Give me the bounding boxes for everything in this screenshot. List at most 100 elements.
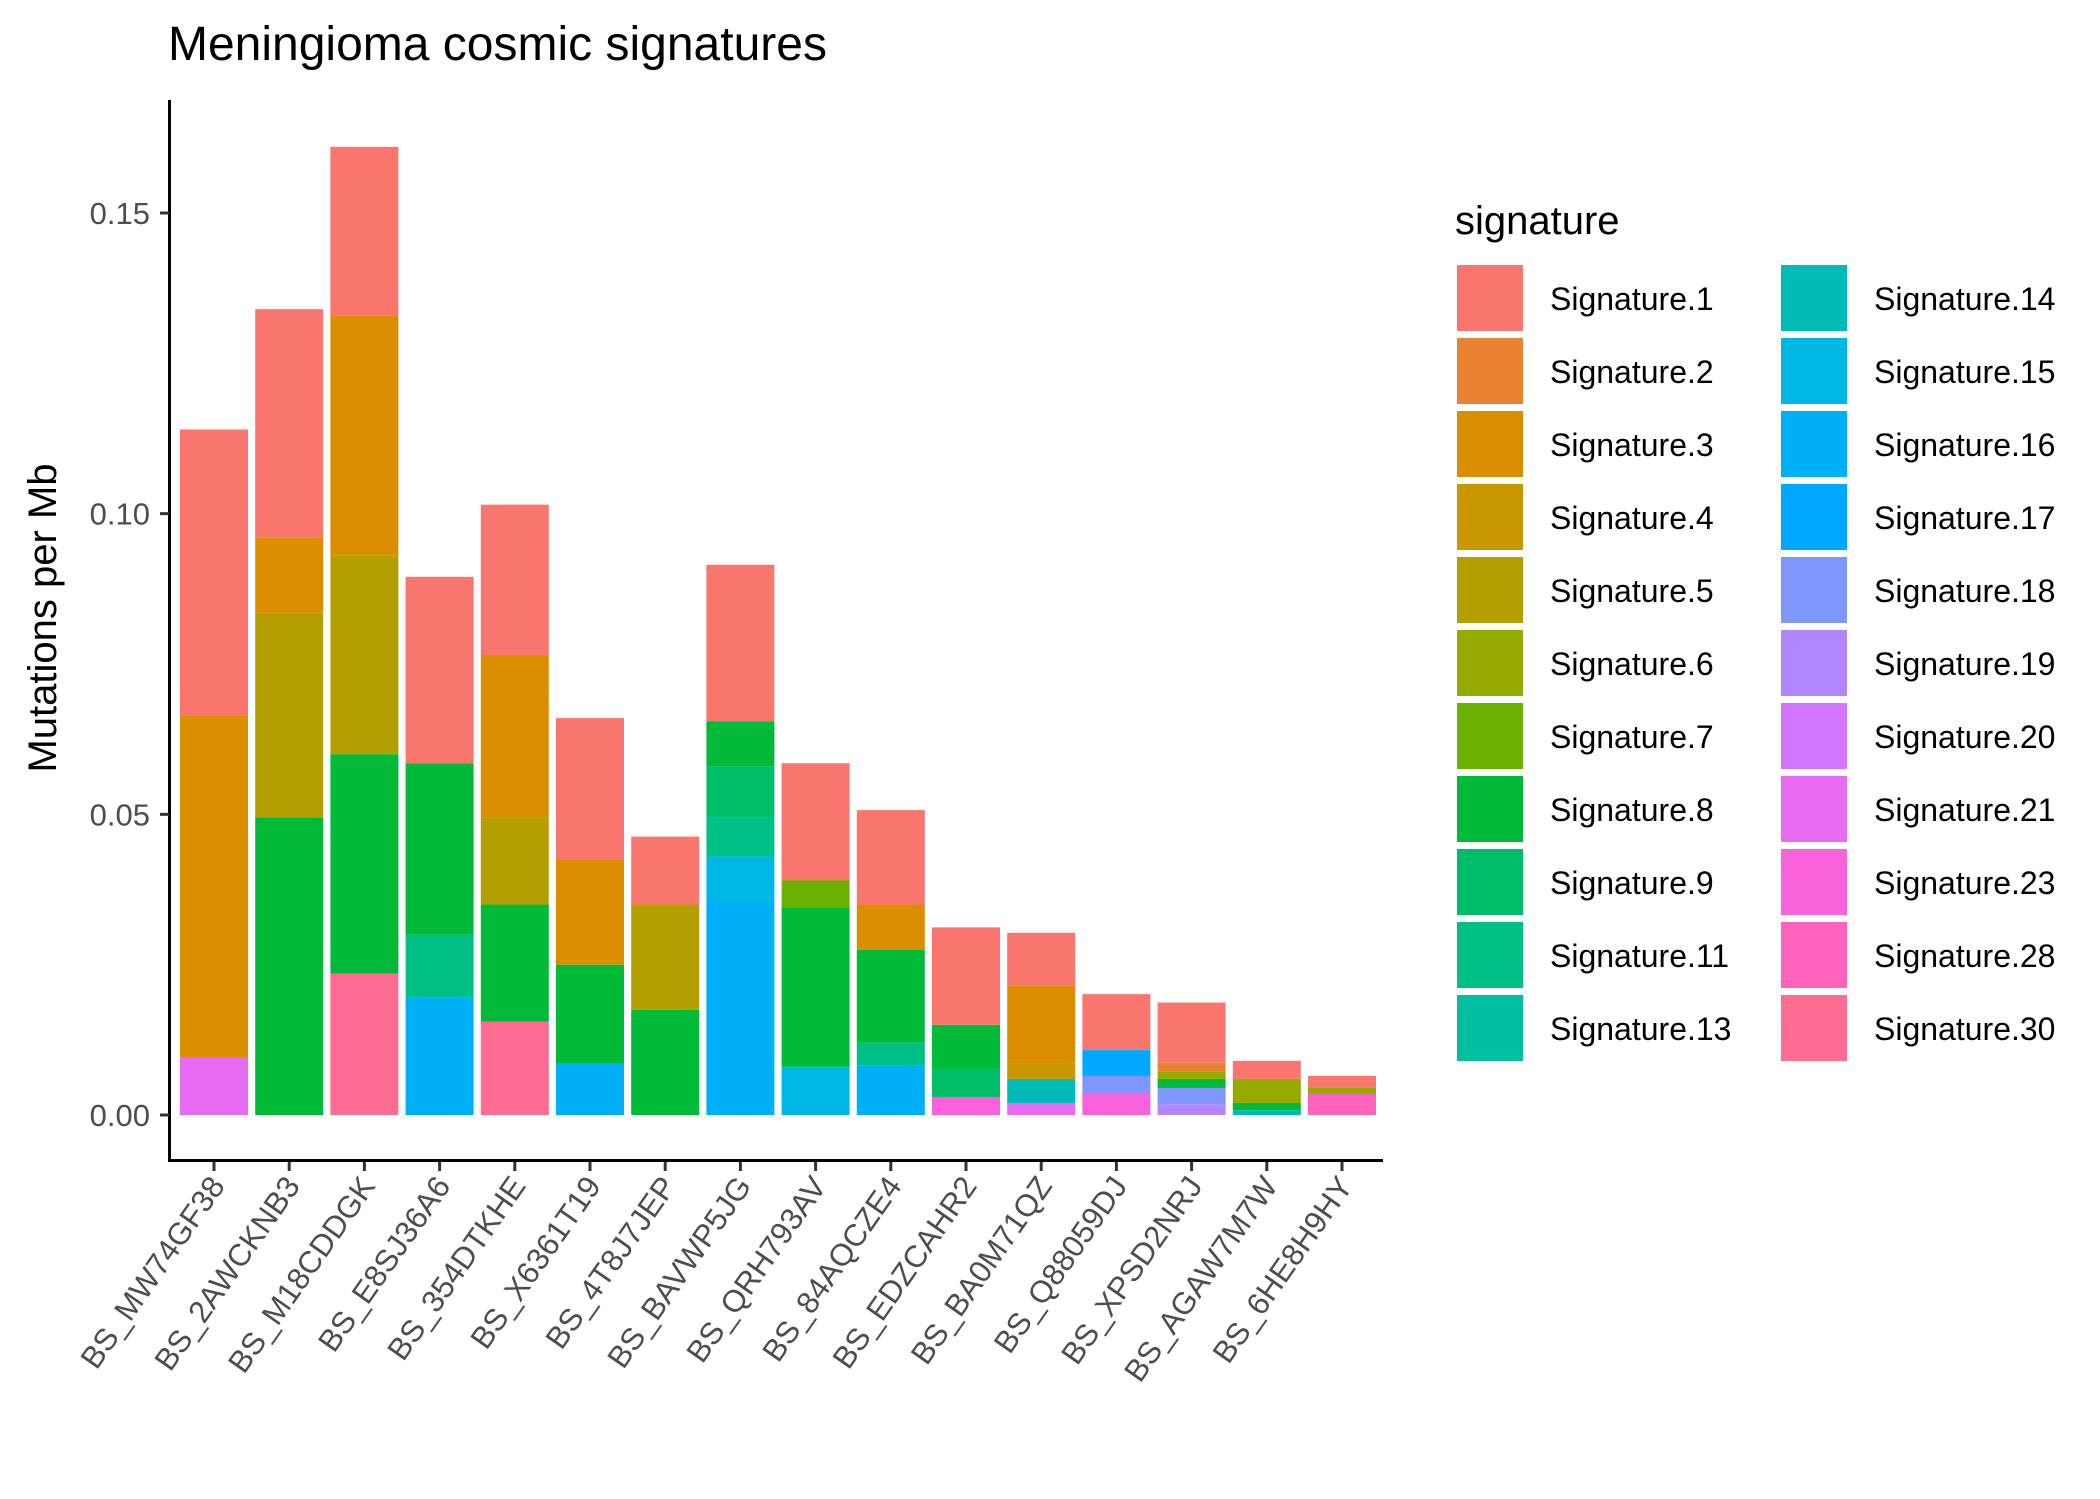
bar-bs-mw74gf38-signature-3	[180, 715, 248, 1058]
bar-bs-bavwp5jg-signature-11	[706, 817, 775, 857]
bar-bs-xpsd2nrj-signature-18	[1157, 1087, 1226, 1105]
legend-key-signature-28	[1781, 922, 1847, 988]
bar-bs-ba0m71qz-signature-21	[1007, 1102, 1076, 1115]
legend-key-signature-23	[1781, 849, 1847, 915]
legend-label: Signature.16	[1874, 427, 2055, 463]
legend-label: Signature.4	[1550, 500, 1714, 536]
legend-label: Signature.14	[1874, 281, 2055, 317]
bar-bs-354dtkhe-signature-1	[480, 504, 549, 655]
y-tick-label: 0.00	[90, 1098, 150, 1133]
legend-key-signature-15	[1781, 338, 1847, 404]
legend-key-signature-14	[1781, 265, 1847, 331]
legend-key-signature-11	[1457, 922, 1523, 988]
bar-bs-m18cddgk-signature-3	[330, 315, 399, 556]
legend-label: Signature.21	[1874, 792, 2055, 828]
x-ticks: BS_MW74GF38BS_2AWCKNB3BS_M18CDDGKBS_E8SJ…	[74, 1162, 1360, 1388]
legend-label: Signature.7	[1550, 719, 1714, 755]
bar-bs-354dtkhe-signature-8	[480, 904, 549, 1022]
bar-bs-bavwp5jg-signature-9	[706, 766, 775, 818]
legend-label: Signature.20	[1874, 719, 2055, 755]
bar-bs-x6361t19-signature-16	[556, 1063, 624, 1115]
bar-bs-e8sj36a6-signature-1	[405, 576, 474, 764]
bar-bs-qrh793av-signature-1	[781, 763, 850, 881]
bar-bs-84aqcze4-signature-1	[856, 810, 925, 905]
bar-bs-agaw7m7w-signature-6	[1232, 1078, 1301, 1103]
bar-bs-ba0m71qz-signature-3	[1007, 985, 1076, 1064]
legend-key-signature-8	[1457, 776, 1523, 842]
bar-bs-e8sj36a6-signature-11	[405, 934, 474, 998]
legend-label: Signature.9	[1550, 865, 1714, 901]
bar-bs-bavwp5jg-signature-1	[706, 564, 775, 722]
bar-bs-m18cddgk-signature-5	[330, 555, 399, 755]
legend-key-signature-16	[1781, 411, 1847, 477]
bar-bs-m18cddgk-signature-1	[330, 146, 399, 316]
bar-bs-x6361t19-signature-1	[556, 718, 624, 860]
bar-bs-84aqcze4-signature-16	[856, 1065, 925, 1115]
bar-bs-e8sj36a6-signature-16	[405, 997, 474, 1115]
legend-label: Signature.19	[1874, 646, 2055, 682]
legend-label: Signature.23	[1874, 865, 2055, 901]
bar-bs-agaw7m7w-signature-8	[1232, 1102, 1301, 1111]
bar-bs-agaw7m7w-signature-1	[1232, 1060, 1301, 1079]
legend-key-signature-2	[1457, 338, 1523, 404]
bar-bs-qrh793av-signature-8	[781, 907, 850, 1067]
y-ticks: 0.00 0.05 0.10 0.15	[90, 196, 169, 1133]
bar-bs-q88059dj-signature-1	[1082, 994, 1151, 1051]
bar-bs-6he8h9hy-signature-1	[1308, 1075, 1376, 1088]
bar-bs-xpsd2nrj-signature-2	[1157, 1062, 1226, 1072]
bar-bs-354dtkhe-signature-30	[480, 1021, 549, 1115]
legend-label: Signature.8	[1550, 792, 1714, 828]
legend-label: Signature.5	[1550, 573, 1714, 609]
bar-bs-84aqcze4-signature-3	[856, 904, 925, 950]
y-tick-label: 0.05	[90, 797, 150, 832]
bar-bs-xpsd2nrj-signature-1	[1157, 1002, 1226, 1063]
legend-label: Signature.30	[1874, 1011, 2055, 1047]
bar-bs-q88059dj-signature-17	[1082, 1050, 1151, 1076]
bar-bs-bavwp5jg-signature-8	[706, 721, 775, 767]
bars-layer	[180, 146, 1376, 1115]
legend-key-signature-5	[1457, 557, 1523, 623]
bar-bs-84aqcze4-signature-11	[856, 1042, 925, 1066]
chart-title: Meningioma cosmic signatures	[168, 18, 827, 71]
bar-bs-m18cddgk-signature-30	[330, 973, 399, 1115]
bar-bs-ba0m71qz-signature-1	[1007, 932, 1076, 986]
bar-bs-4t8j7jep-signature-8	[631, 1009, 700, 1115]
bar-bs-q88059dj-signature-23	[1082, 1093, 1151, 1115]
legend-key-signature-7	[1457, 703, 1523, 769]
bar-bs-mw74gf38-signature-21	[180, 1057, 248, 1115]
bar-bs-2awcknb3-signature-1	[255, 309, 324, 538]
bar-bs-6he8h9hy-signature-6	[1308, 1087, 1376, 1094]
bar-bs-bavwp5jg-signature-15	[706, 856, 775, 902]
bar-bs-xpsd2nrj-signature-6	[1157, 1071, 1226, 1079]
legend-key-signature-17	[1781, 484, 1847, 550]
legend-label: Signature.1	[1550, 281, 1714, 317]
legend-label: Signature.18	[1874, 573, 2055, 609]
bar-bs-m18cddgk-signature-8	[330, 754, 399, 974]
bar-bs-qrh793av-signature-15	[781, 1066, 850, 1115]
bar-bs-xpsd2nrj-signature-19	[1157, 1104, 1226, 1115]
bar-bs-edzcahr2-signature-8	[932, 1024, 1000, 1070]
bar-bs-2awcknb3-signature-8	[255, 817, 324, 1115]
legend-key-signature-13	[1457, 995, 1523, 1061]
legend-key-signature-19	[1781, 630, 1847, 696]
bar-bs-e8sj36a6-signature-8	[405, 763, 474, 935]
legend-label: Signature.6	[1550, 646, 1714, 682]
y-tick-label: 0.10	[90, 497, 150, 532]
legend-key-signature-3	[1457, 411, 1523, 477]
legend-key-signature-9	[1457, 849, 1523, 915]
y-axis-label: Mutations per Mb	[21, 463, 65, 772]
legend-key-signature-30	[1781, 995, 1847, 1061]
legend-label: Signature.15	[1874, 354, 2055, 390]
bar-bs-ba0m71qz-signature-4	[1007, 1063, 1076, 1079]
bar-bs-2awcknb3-signature-5	[255, 612, 324, 818]
legend-label: Signature.28	[1874, 938, 2055, 974]
bar-bs-bavwp5jg-signature-16	[706, 901, 775, 1115]
bar-bs-2awcknb3-signature-3	[255, 537, 324, 613]
bar-bs-4t8j7jep-signature-1	[631, 836, 700, 905]
x-tick-label: BS_Q88059DJ	[987, 1170, 1134, 1359]
bar-bs-ba0m71qz-signature-14	[1007, 1078, 1076, 1103]
bar-bs-4t8j7jep-signature-5	[631, 904, 700, 1010]
legend-key-signature-18	[1781, 557, 1847, 623]
legend-label: Signature.17	[1874, 500, 2055, 536]
legend-label: Signature.3	[1550, 427, 1714, 463]
